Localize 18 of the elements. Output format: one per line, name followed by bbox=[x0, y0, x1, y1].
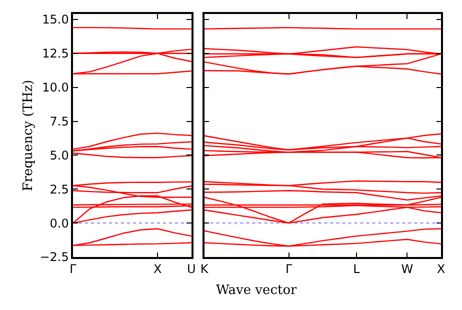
y-tick-label: 12.5 bbox=[42, 46, 69, 61]
x-tick-label: W bbox=[401, 262, 414, 276]
y-tick-label: 2.5 bbox=[50, 182, 69, 196]
x-axis-title: Wave vector bbox=[216, 283, 298, 298]
y-tick-label: 15.0 bbox=[42, 12, 69, 27]
y-tick-label: −2.5 bbox=[40, 250, 69, 264]
y-tick-label: 7.5 bbox=[50, 114, 69, 128]
x-tick-label: L bbox=[353, 262, 360, 276]
y-tick-label: 0.0 bbox=[50, 216, 69, 230]
x-tick-label: Γ bbox=[285, 262, 292, 276]
x-tick-label: Γ bbox=[70, 262, 77, 276]
y-tick-label: 10.0 bbox=[42, 80, 69, 95]
x-tick-label: X bbox=[153, 262, 162, 276]
y-axis-title: Frequency (THz) bbox=[21, 80, 36, 192]
x-tick-label: U bbox=[186, 262, 196, 276]
x-tick-label: X bbox=[436, 262, 446, 276]
x-tick-label: K bbox=[200, 262, 210, 276]
y-tick-label: 5.0 bbox=[50, 148, 69, 162]
